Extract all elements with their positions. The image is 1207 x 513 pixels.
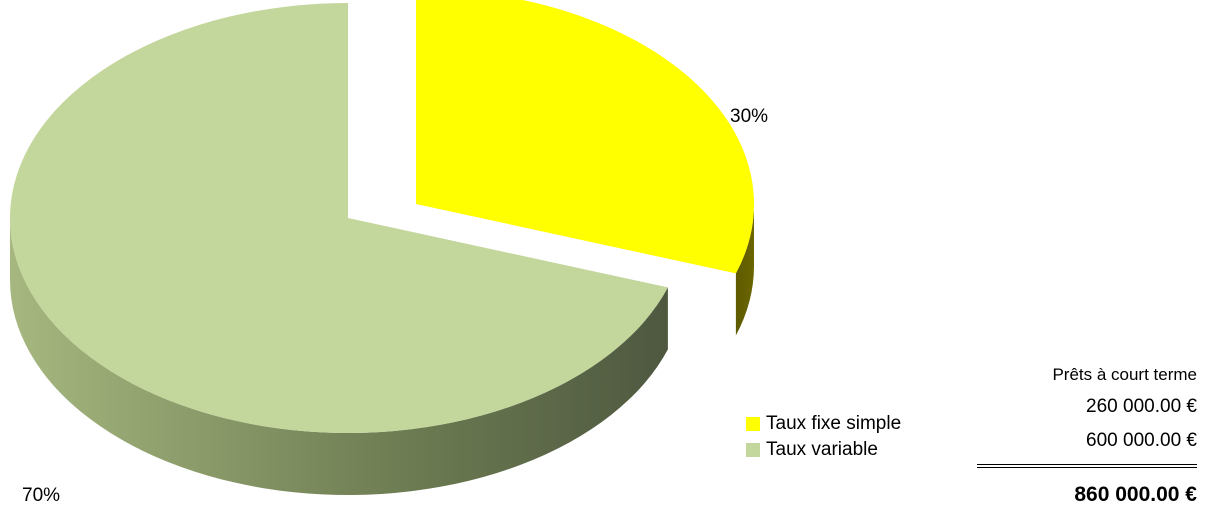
legend-swatch-variable [746, 443, 760, 457]
chart-legend: Taux fixe simple Taux variable [746, 411, 901, 463]
loan-summary-table: Prêts à court terme 260 000.00 € 600 000… [957, 360, 1197, 512]
slice-variable [10, 3, 668, 433]
legend-label-variable: Taux variable [766, 439, 878, 460]
slice-label-fixe: 30% [730, 106, 769, 127]
table-row-fixe: 260 000.00 € [1086, 396, 1197, 417]
slice-label-variable: 70% [22, 485, 61, 506]
legend-swatch-fixe [746, 417, 760, 431]
table-total: 860 000.00 € [1074, 483, 1197, 506]
slice-side-fixe [735, 204, 754, 336]
table-header: Prêts à court terme [1052, 365, 1197, 384]
slice-fixe [416, 0, 754, 274]
legend-item-variable: Taux variable [746, 437, 901, 463]
legend-label-fixe: Taux fixe simple [766, 413, 902, 434]
table-total-rule [977, 464, 1197, 468]
slice-side-variable [10, 218, 668, 496]
legend-item-fixe: Taux fixe simple [746, 411, 901, 437]
table-row-variable: 600 000.00 € [1086, 430, 1197, 451]
